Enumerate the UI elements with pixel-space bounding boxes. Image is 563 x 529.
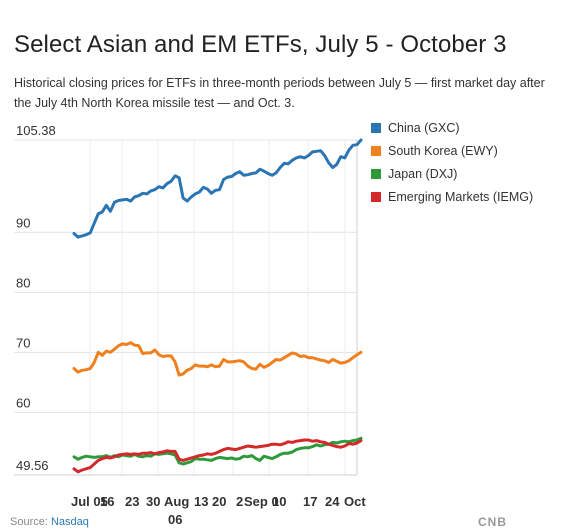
- x-tick-label: Sep 0: [244, 494, 279, 509]
- legend-label-japan: Japan (DXJ): [388, 167, 458, 181]
- legend-item-china[interactable]: China (GXC): [371, 120, 561, 136]
- y-tick-label: 49.56: [16, 458, 49, 473]
- x-tick-label: Jul 05: [71, 494, 108, 509]
- legend-swatch-japan: [371, 169, 381, 179]
- x-tick-label: 2: [236, 494, 243, 509]
- series-line-1: [72, 341, 363, 377]
- source-note: Source: Nasdaq: [10, 516, 89, 528]
- legend-swatch-emerging-markets: [371, 192, 381, 202]
- x-tick-label: 30: [146, 494, 160, 509]
- legend-label-emerging-markets: Emerging Markets (IEMG): [388, 190, 534, 204]
- series-lines: [72, 138, 363, 474]
- x-tick-label: 06: [168, 512, 182, 526]
- x-tick-label: Oct: [344, 494, 366, 509]
- legend-label-south-korea: South Korea (EWY): [388, 144, 498, 158]
- x-tick-label: 10: [272, 494, 286, 509]
- x-tick-label: 20: [212, 494, 226, 509]
- legend-swatch-china: [371, 123, 381, 133]
- series-line-3: [72, 438, 363, 474]
- legend-item-japan[interactable]: Japan (DXJ): [371, 166, 561, 182]
- chart-subtitle: Historical closing prices for ETFs in th…: [14, 76, 545, 110]
- legend-item-south-korea[interactable]: South Korea (EWY): [371, 143, 561, 159]
- legend-label-china: China (GXC): [388, 121, 460, 135]
- x-tick-label: Aug: [164, 494, 189, 509]
- x-tick-label: 23: [125, 494, 139, 509]
- source-link[interactable]: Nasdaq: [50, 516, 89, 528]
- grid-lines: [14, 139, 358, 476]
- legend-swatch-south-korea: [371, 146, 381, 156]
- peacock-logo-icon: CNB: [478, 515, 507, 529]
- x-tick-label: 24: [325, 494, 340, 509]
- x-tick-label: 16: [100, 494, 114, 509]
- x-tick-label: 17: [303, 494, 317, 509]
- chart-title: Select Asian and EM ETFs, July 5 - Octob…: [14, 31, 507, 58]
- y-tick-label: 105.38: [16, 123, 56, 138]
- y-tick-label: 90: [16, 215, 30, 230]
- legend: China (GXC) South Korea (EWY) Japan (DXJ…: [371, 120, 561, 212]
- y-tick-label: 60: [16, 395, 30, 410]
- x-tick-label: 13: [194, 494, 208, 509]
- source-label: Source:: [10, 516, 48, 528]
- y-tick-label: 80: [16, 275, 30, 290]
- series-line-0: [72, 138, 363, 239]
- legend-item-emerging-markets[interactable]: Emerging Markets (IEMG): [371, 189, 561, 205]
- y-tick-label: 70: [16, 335, 30, 350]
- y-axis-ticks: 105.38 90 80 70 60 49.56: [16, 123, 56, 473]
